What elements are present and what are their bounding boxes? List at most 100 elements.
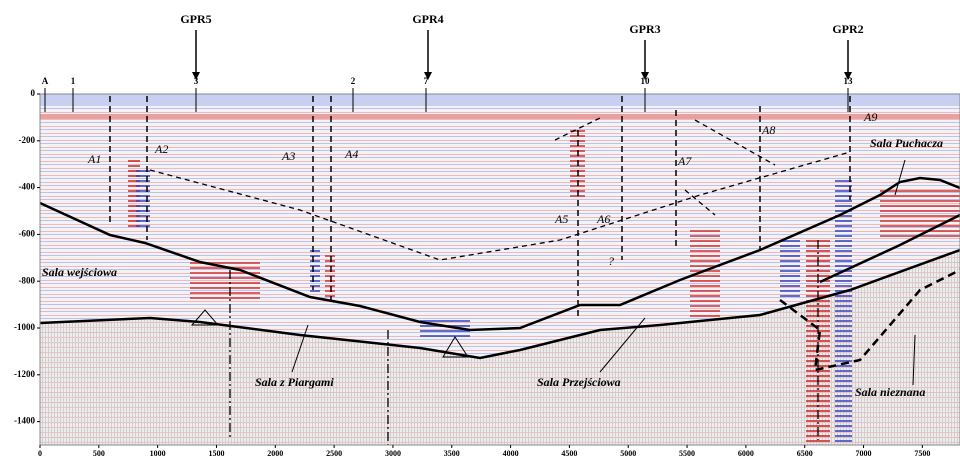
reflection	[325, 255, 335, 257]
reflection	[310, 285, 320, 287]
reflection	[835, 385, 852, 387]
reflection	[880, 220, 960, 222]
reflection	[690, 280, 720, 282]
reflection	[835, 390, 852, 392]
reflection	[835, 420, 852, 422]
reflection	[806, 425, 830, 427]
reflection	[690, 290, 720, 292]
x-tick-label: 3000	[385, 449, 401, 458]
reflection	[420, 320, 470, 322]
reflection	[780, 240, 800, 242]
pointer-line	[599, 317, 646, 373]
reflection	[806, 305, 830, 307]
arrow-head	[844, 72, 852, 80]
reflection	[835, 265, 852, 267]
x-tick-label: 5500	[679, 449, 695, 458]
reflection	[325, 270, 335, 272]
anomaly-label: A2	[154, 142, 168, 156]
x-tick-label: 6500	[797, 449, 813, 458]
reflection	[835, 335, 852, 337]
reflection	[780, 290, 800, 292]
y-tick-label: -800	[19, 275, 36, 285]
reflection	[128, 165, 140, 167]
reflection	[880, 230, 960, 232]
reflection	[835, 300, 852, 302]
reflection	[835, 240, 852, 242]
anomaly-label: A9	[863, 110, 877, 124]
reflection	[190, 262, 260, 264]
profile-label: GPR5	[180, 12, 211, 26]
surface-band	[40, 94, 960, 106]
reflection	[835, 410, 852, 412]
reflection	[310, 260, 320, 262]
reflection	[835, 205, 852, 207]
x-tick-label: 6000	[738, 449, 754, 458]
reflection	[136, 185, 150, 187]
reflection	[806, 440, 830, 442]
reflection	[128, 190, 140, 192]
anomaly-label: ?	[608, 254, 614, 268]
reflection	[835, 395, 852, 397]
reflection	[136, 210, 150, 212]
reflection	[880, 195, 960, 197]
reflection	[190, 282, 260, 284]
y-tick-label: -200	[19, 135, 36, 145]
reflection	[128, 200, 140, 202]
profile-label: GPR4	[412, 12, 443, 26]
reflection	[128, 180, 140, 182]
reflection	[835, 225, 852, 227]
reflection	[835, 235, 852, 237]
reflection	[806, 385, 830, 387]
reflection	[835, 355, 852, 357]
reflection	[690, 245, 720, 247]
anomaly-label: A5	[554, 212, 568, 226]
reflection	[325, 280, 335, 282]
reflection	[835, 325, 852, 327]
reflection	[690, 275, 720, 277]
x-tick-label: 4500	[561, 449, 577, 458]
station-label: 13	[844, 76, 854, 86]
anomaly-label: A3	[281, 149, 295, 163]
reflection	[880, 205, 960, 207]
reflection	[835, 220, 852, 222]
reflection	[690, 305, 720, 307]
reflection	[690, 295, 720, 297]
anomaly-label: A6	[596, 212, 610, 226]
y-tick-label: 0	[31, 88, 36, 98]
profile-label: GPR3	[629, 22, 660, 36]
y-tick-label: -1400	[14, 416, 35, 426]
reflection	[880, 200, 960, 202]
x-tick-label: 1000	[150, 449, 166, 458]
surface-band	[40, 114, 960, 119]
reflection	[128, 215, 140, 217]
reflection	[835, 215, 852, 217]
chamber-label: Sala nieznana	[855, 385, 925, 399]
reflection	[835, 230, 852, 232]
x-tick-label: 7000	[856, 449, 872, 458]
x-tick-label: 2000	[267, 449, 283, 458]
x-tick-label: 4000	[503, 449, 519, 458]
reflection	[835, 360, 852, 362]
reflection	[835, 275, 852, 277]
reflection	[806, 420, 830, 422]
interpretation-dashed	[149, 151, 851, 261]
reflection	[806, 300, 830, 302]
station-label: 2	[351, 76, 356, 86]
reflection	[128, 195, 140, 197]
reflection	[128, 185, 140, 187]
reflection	[136, 225, 150, 227]
x-tick-label: 2500	[326, 449, 342, 458]
reflection	[806, 250, 830, 252]
reflection	[136, 195, 150, 197]
x-tick-label: 5000	[620, 449, 636, 458]
reflection	[136, 215, 150, 217]
reflection	[880, 215, 960, 217]
reflection	[780, 285, 800, 287]
reflection	[690, 235, 720, 237]
arrow-head	[192, 72, 200, 80]
reflection	[835, 430, 852, 432]
chamber-line	[819, 213, 960, 284]
reflection	[780, 260, 800, 262]
reflection	[128, 205, 140, 207]
